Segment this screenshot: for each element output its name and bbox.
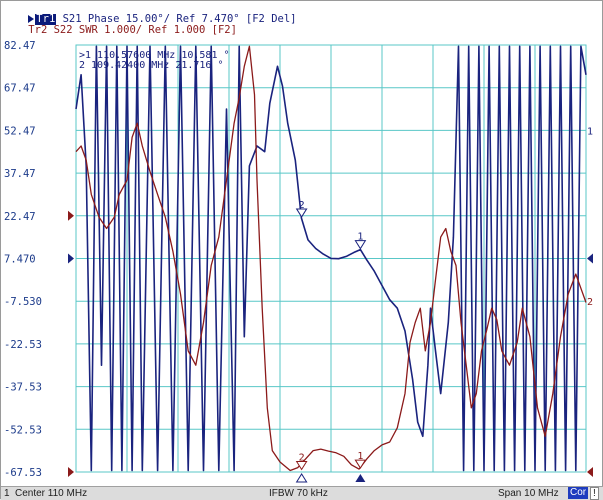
trace1-settings: S21 Phase 15.00°/ Ref 7.470° [F2 Del] <box>56 13 297 25</box>
marker-1-triangle <box>354 459 367 470</box>
marker-1-triangle <box>354 240 367 250</box>
y-tick-label: -67.53 <box>4 467 42 479</box>
correction-badge[interactable]: Cor <box>568 487 589 499</box>
y-tick-label: -37.53 <box>4 382 42 394</box>
trace2-right-label: 2 <box>587 297 593 308</box>
y-tick-label: 7.470 <box>4 254 36 266</box>
ref-level-left-icon <box>68 253 74 264</box>
bottom-left-icon <box>68 467 74 477</box>
ref-level-right-icon <box>587 253 593 264</box>
y-tick-label: 67.47 <box>4 83 36 95</box>
y-tick-label: 52.47 <box>4 125 36 137</box>
y-tick-label: -22.53 <box>4 339 42 351</box>
markers: 1 2 1 2 <box>295 200 367 471</box>
span-frequency[interactable]: Span 10 MHz <box>498 488 559 499</box>
edge-markers: 12 <box>68 126 593 483</box>
y-tick-label: -52.53 <box>4 424 42 436</box>
y-tick-label: 82.47 <box>4 40 36 52</box>
marker-1-axis-icon <box>355 474 366 482</box>
y-tick-label: 22.47 <box>4 211 36 223</box>
marker-1-label: 1 <box>357 451 363 462</box>
center-frequency[interactable]: Center 110 MHz <box>15 488 88 499</box>
y-axis-labels: 82.47 67.47 52.47 37.47 22.47 7.470 -7.530 -22.… <box>4 40 42 479</box>
trace1-header[interactable]: Tr1 S21 Phase 15.00°/ Ref 7.470° [F2 Del… <box>3 3 296 36</box>
y-tick-label: 37.47 <box>4 168 36 180</box>
trace-2-line <box>75 45 587 472</box>
warning-indicator[interactable]: ! <box>590 487 599 500</box>
channel-number[interactable]: 1 <box>4 488 10 499</box>
ref-level-tr2-left-icon <box>68 210 74 221</box>
if-bandwidth[interactable]: IFBW 70 kHz <box>269 488 328 499</box>
marker-2-label: 2 <box>299 452 305 463</box>
trace1-right-label: 1 <box>587 126 593 137</box>
marker-2-triangle <box>295 208 308 218</box>
trace-1-line <box>75 45 587 472</box>
active-trace-arrow-icon <box>28 15 35 23</box>
bottom-right-icon <box>587 467 593 477</box>
marker-1-label: 1 <box>357 232 363 243</box>
marker-readout-row: 2 109.42400 MHz 21.716 ° <box>79 60 224 71</box>
marker-readout-row: >1 110.57600 MHz 10.581 ° <box>79 50 230 61</box>
marker-readout: >1 110.57600 MHz 10.581 ° 2 109.42400 MH… <box>79 50 230 71</box>
trace2-settings: Tr2 S22 SWR 1.000/ Ref 1.000 [F2] <box>28 24 237 36</box>
trace1-badge[interactable]: Tr1 <box>35 13 57 25</box>
marker-2-axis-icon <box>295 473 308 483</box>
y-tick-label: -7.530 <box>4 296 42 308</box>
trace2-header[interactable]: Tr2 S22 SWR 1.000/ Ref 1.000 [F2] <box>3 14 237 47</box>
marker-2-label: 2 <box>299 200 305 211</box>
marker-2-triangle <box>295 460 308 471</box>
traces <box>75 45 587 472</box>
status-bar: 1 Center 110 MHz IFBW 70 kHz Span 10 MHz… <box>1 486 603 500</box>
